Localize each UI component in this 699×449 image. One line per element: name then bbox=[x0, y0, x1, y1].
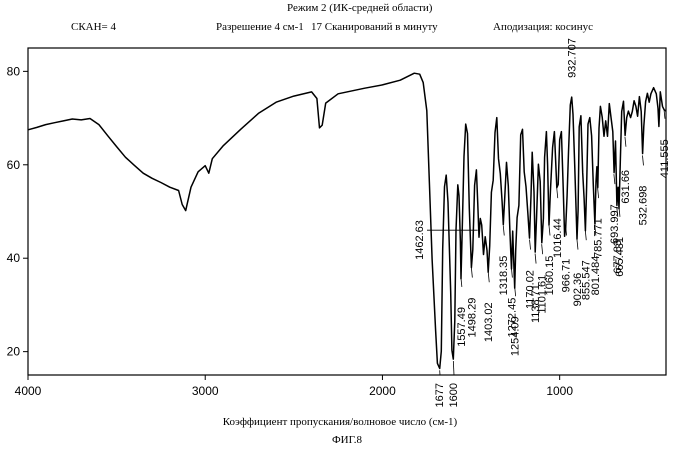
peak-label: 411.555 bbox=[659, 139, 671, 178]
x-axis-label: Коэффициент пропускания/волновое число (… bbox=[223, 416, 458, 428]
y-tick-label: 60 bbox=[7, 158, 21, 172]
spectrum-line bbox=[28, 73, 666, 368]
peak-leader bbox=[585, 230, 586, 240]
peak-leader bbox=[642, 155, 643, 165]
ir-spectrum-chart: 400030002000100020406080 1462.631557.491… bbox=[0, 0, 699, 449]
peak-label: 801.484 bbox=[590, 256, 602, 296]
peak-annotation: 1403.02 bbox=[483, 272, 495, 342]
peak-label: 1254.09 bbox=[510, 316, 522, 356]
peak-leader bbox=[598, 188, 599, 198]
peak-label: 665.431 bbox=[614, 237, 626, 277]
peak-leader bbox=[453, 361, 454, 375]
spectrum-figure: Режим 2 (ИК-средней области) СКАН= 4 Раз… bbox=[0, 0, 699, 449]
peak-leader bbox=[542, 244, 543, 254]
peak-leader bbox=[515, 286, 516, 296]
x-tick-label: 3000 bbox=[192, 384, 219, 398]
peak-annotation: 1016.44 bbox=[552, 188, 564, 258]
x-tick-label: 1000 bbox=[546, 384, 573, 398]
peak-label: 1318.35 bbox=[498, 256, 510, 296]
y-tick-label: 40 bbox=[7, 251, 21, 265]
peak-leader bbox=[577, 240, 578, 250]
peak-label: 1016.44 bbox=[552, 218, 564, 258]
peak-annotation: 1254.09 bbox=[510, 286, 522, 356]
peak-annotation: 631.66 bbox=[620, 137, 632, 204]
peak-label: 1462.63 bbox=[414, 220, 426, 260]
y-tick-label: 20 bbox=[7, 345, 21, 359]
peak-leader bbox=[488, 272, 489, 282]
peak-annotation: 1677 bbox=[434, 370, 446, 407]
peak-label: 1677 bbox=[434, 383, 446, 407]
peak-leader bbox=[625, 137, 626, 147]
peak-annotation: 1462.63 bbox=[414, 220, 478, 260]
peak-label: 966.71 bbox=[561, 259, 573, 293]
peak-annotation: 1318.35 bbox=[498, 226, 510, 296]
peak-label: 1403.02 bbox=[483, 302, 495, 342]
y-tick-label: 80 bbox=[7, 64, 21, 78]
peak-label: 532.698 bbox=[637, 186, 649, 226]
peak-leader bbox=[557, 188, 558, 198]
peak-annotation: 532.698 bbox=[637, 155, 649, 225]
peak-label: 932.707 bbox=[567, 38, 579, 78]
peak-label: 1060.15 bbox=[544, 256, 556, 296]
peak-leader bbox=[549, 226, 550, 236]
x-tick-label: 4000 bbox=[15, 384, 42, 398]
peak-annotation: 1498.29 bbox=[466, 268, 478, 338]
plot-frame bbox=[28, 48, 666, 375]
x-tick-label: 2000 bbox=[369, 384, 396, 398]
peak-label: 1600 bbox=[448, 383, 460, 407]
peak-label: 631.66 bbox=[620, 170, 632, 204]
peak-annotation: 1600 bbox=[448, 361, 460, 407]
figure-caption: ФИГ.8 bbox=[332, 434, 363, 446]
peak-leader bbox=[530, 240, 531, 250]
peak-label: 1498.29 bbox=[466, 298, 478, 338]
peak-label: 785.771 bbox=[593, 218, 605, 258]
peak-leader bbox=[471, 268, 472, 278]
peak-annotation: 411.555 bbox=[659, 109, 671, 178]
peak-leader bbox=[535, 254, 536, 264]
peak-leader bbox=[614, 174, 615, 184]
peak-leader bbox=[503, 226, 504, 236]
